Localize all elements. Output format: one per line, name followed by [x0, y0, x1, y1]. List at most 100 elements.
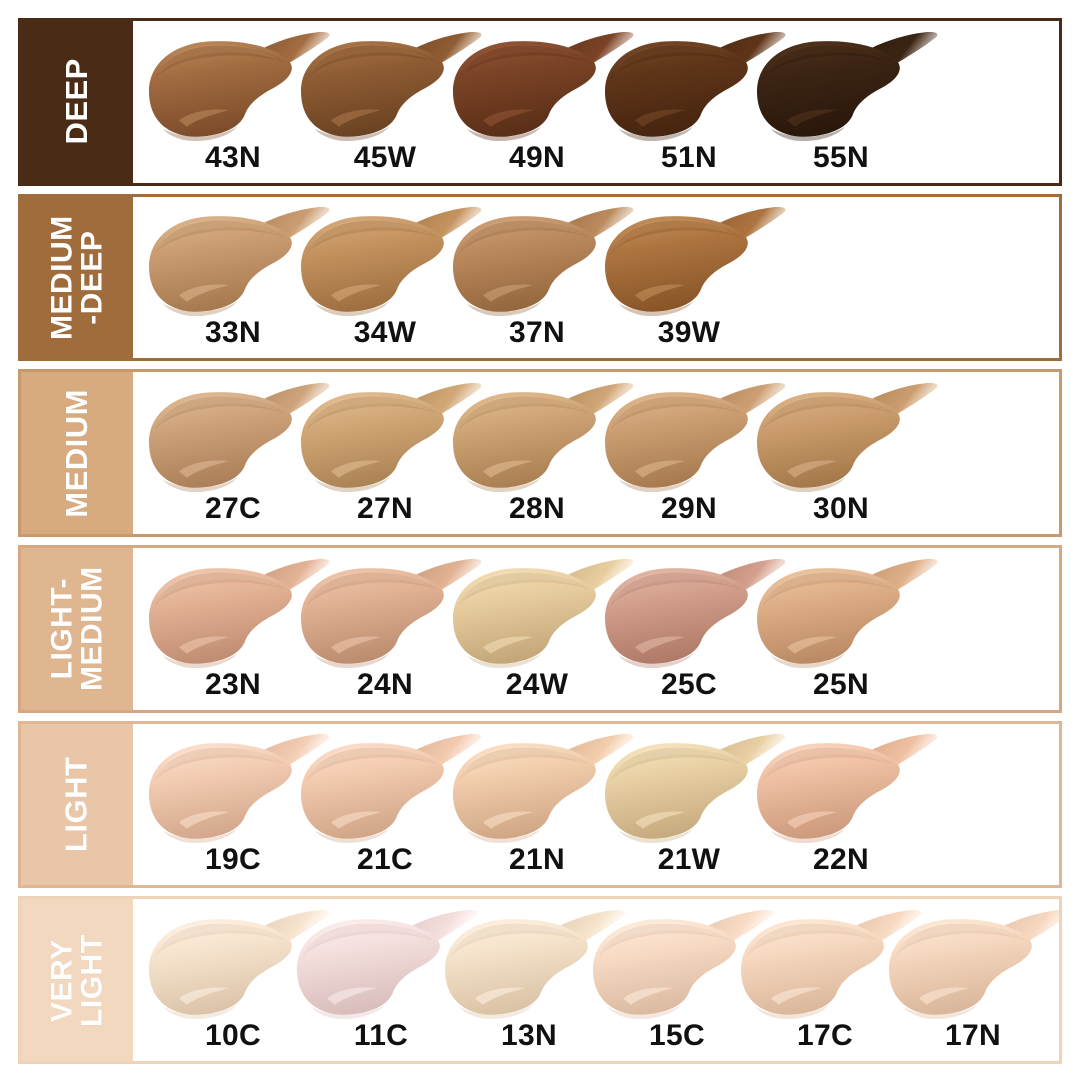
shade-row-light-medium: LIGHT- MEDIUM 23N 24N 24W 25C 25N [18, 545, 1062, 713]
foundation-smear-icon [749, 31, 949, 151]
foundation-smear-icon [141, 382, 341, 502]
shade-swatch-cell[interactable]: 23N [141, 548, 346, 710]
foundation-smear-icon [881, 909, 1059, 1029]
shade-swatch-cell[interactable]: 45W [293, 21, 498, 183]
shade-code-label: 28N [509, 492, 565, 526]
shade-row-medium-deep: MEDIUM -DEEP 33N 34W 37N 39W [18, 193, 1062, 362]
category-label-light: LIGHT [58, 756, 94, 853]
shade-swatch-cell[interactable]: 55N [749, 21, 954, 183]
swatch-area-medium-deep: 33N 34W 37N 39W [133, 196, 1059, 359]
foundation-smear-icon [445, 733, 645, 853]
shade-swatch-cell[interactable]: 27C [141, 372, 346, 534]
category-label-line: VERY [45, 938, 79, 1022]
foundation-smear-icon [141, 31, 341, 151]
shade-swatch-cell[interactable]: 29N [597, 372, 802, 534]
shade-swatch-cell[interactable]: 24N [293, 548, 498, 710]
foundation-smear-icon [597, 206, 797, 326]
shade-code-label: 21W [657, 843, 721, 877]
category-label-medium: MEDIUM [59, 389, 94, 518]
foundation-smear-icon [733, 909, 933, 1029]
category-band-medium-deep: MEDIUM -DEEP [21, 196, 133, 359]
category-label-line: LIGHT [58, 756, 94, 853]
foundation-smear-icon [141, 733, 341, 853]
foundation-smear-icon [437, 909, 637, 1029]
shade-swatch-cell[interactable]: 13N [437, 899, 642, 1061]
foundation-smear-icon [445, 206, 645, 326]
shade-code-label: 27N [357, 492, 413, 526]
shade-swatch-cell[interactable]: 43N [141, 21, 346, 183]
swatch-area-light: 19C 21C 21N 21W 22N [133, 723, 1059, 886]
foundation-smear-icon [293, 733, 493, 853]
shade-swatch-cell[interactable]: 27N [293, 372, 498, 534]
shade-code-label: 33N [205, 316, 261, 350]
shade-swatch-cell[interactable]: 34W [293, 197, 498, 359]
foundation-smear-icon [445, 382, 645, 502]
shade-swatch-cell[interactable]: 21N [445, 724, 650, 886]
foundation-smear-icon [597, 31, 797, 151]
shade-swatch-cell[interactable]: 25C [597, 548, 802, 710]
shade-code-label: 30N [813, 492, 869, 526]
shade-code-label: 43N [205, 140, 261, 174]
category-band-medium: MEDIUM [21, 372, 133, 535]
shade-swatch-cell[interactable]: 17C [733, 899, 938, 1061]
shade-swatch-cell[interactable]: 37N [445, 197, 650, 359]
shade-code-label: 49N [509, 140, 565, 174]
shade-code-label: 27C [205, 492, 261, 526]
shade-swatch-cell[interactable]: 15C [585, 899, 790, 1061]
swatch-area-light-medium: 23N 24N 24W 25C 25N [133, 548, 1059, 710]
shade-code-label: 39W [657, 316, 721, 350]
swatch-area-very-light: 10C 11C 13N 15C 17C 17N [133, 899, 1059, 1062]
shade-swatch-cell[interactable]: 17N [881, 899, 1059, 1061]
shade-swatch-cell[interactable]: 51N [597, 21, 802, 183]
shade-code-label: 13N [501, 1019, 557, 1053]
category-label-line: -DEEP [75, 230, 108, 325]
category-label-medium-deep: MEDIUM -DEEP [45, 215, 108, 340]
foundation-smear-icon [597, 558, 797, 678]
shade-swatch-cell[interactable]: 21C [293, 724, 498, 886]
category-band-deep: DEEP [21, 21, 133, 183]
shade-swatch-cell[interactable]: 21W [597, 724, 802, 886]
shade-swatch-cell[interactable]: 11C [289, 899, 494, 1061]
shade-swatch-cell[interactable]: 24W [445, 548, 650, 710]
swatch-area-deep: 43N 45W 49N 51N 55N [133, 21, 1059, 183]
shade-code-label: 21C [357, 843, 413, 877]
shade-swatch-cell[interactable]: 25N [749, 548, 954, 710]
shade-code-label: 25N [813, 667, 869, 701]
shade-code-label: 55N [813, 140, 869, 174]
shade-code-label: 15C [649, 1019, 705, 1053]
shade-swatch-cell[interactable]: 30N [749, 372, 954, 534]
shade-code-label: 25C [661, 667, 717, 701]
foundation-smear-icon [445, 558, 645, 678]
shade-code-label: 23N [205, 667, 261, 701]
shade-code-label: 10C [205, 1019, 261, 1053]
shade-swatch-cell[interactable]: 49N [445, 21, 650, 183]
shade-code-label: 51N [661, 140, 717, 174]
shade-code-label: 11C [353, 1019, 409, 1053]
shade-row-light: LIGHT 19C 21C 21N 21W 22N [18, 720, 1062, 889]
shade-swatch-cell[interactable]: 22N [749, 724, 954, 886]
foundation-smear-icon [293, 382, 493, 502]
foundation-smear-icon [445, 31, 645, 151]
category-label-line: LIGHT- [45, 578, 79, 680]
shade-swatch-cell[interactable]: 39W [597, 197, 802, 359]
shade-code-label: 29N [661, 492, 717, 526]
shade-row-deep: DEEP 43N 45W 49N 51N 55N [18, 18, 1062, 186]
shade-swatch-cell[interactable]: 28N [445, 372, 650, 534]
shade-code-label: 24N [357, 667, 413, 701]
shade-swatch-cell[interactable]: 33N [141, 197, 346, 359]
shade-code-label: 34W [353, 316, 417, 350]
category-label-line: DEEP [58, 58, 94, 146]
shade-swatch-cell[interactable]: 19C [141, 724, 346, 886]
foundation-smear-icon [293, 558, 493, 678]
foundation-smear-icon [293, 31, 493, 151]
foundation-smear-icon [141, 206, 341, 326]
category-label-line: MEDIUM [45, 215, 79, 340]
shade-code-label: 17C [797, 1019, 853, 1053]
shade-code-label: 45W [353, 140, 417, 174]
category-label-deep: DEEP [58, 58, 94, 146]
category-band-very-light: VERY LIGHT [21, 899, 133, 1062]
shade-swatch-cell[interactable]: 10C [141, 899, 346, 1061]
shade-code-label: 37N [509, 316, 565, 350]
foundation-smear-icon [749, 382, 949, 502]
shade-row-medium: MEDIUM 27C 27N 28N 29N 30N [18, 369, 1062, 538]
